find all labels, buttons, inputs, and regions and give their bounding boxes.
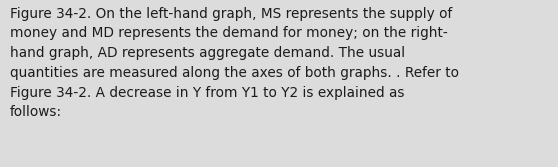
Text: Figure 34-2. On the left-hand graph, MS represents the supply of
money and MD re: Figure 34-2. On the left-hand graph, MS …	[10, 7, 459, 119]
